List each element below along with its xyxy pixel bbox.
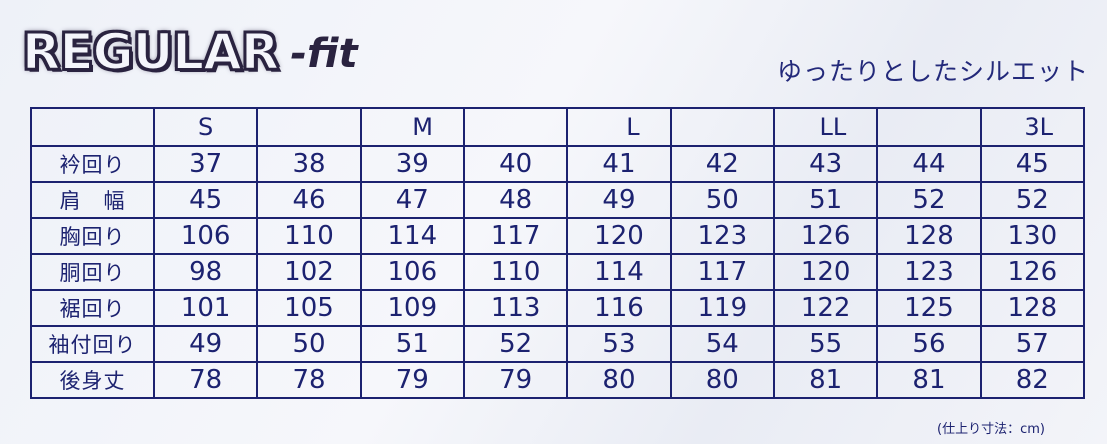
size-header: LL <box>772 107 879 147</box>
table-row: 胴回り 98 102 106 110 114 117 120 123 126 <box>30 253 1086 291</box>
measurement-cell: 48 <box>462 181 569 219</box>
measurement-cell: 130 <box>979 217 1086 255</box>
measurement-cell: 81 <box>772 361 879 399</box>
measurement-cell: 119 <box>669 289 775 327</box>
row-label: 袖付回り <box>30 325 155 363</box>
measurement-cell: 37 <box>152 145 259 183</box>
measurement-cell: 50 <box>669 181 775 219</box>
measurement-cell: 106 <box>359 253 465 291</box>
size-header: 3L <box>979 107 1086 147</box>
table-row: 肩 幅 45 46 47 48 49 50 51 52 52 <box>30 181 1086 219</box>
subtitle: ゆったりとしたシルエット <box>776 57 1089 86</box>
regular-fit-logo: REGULAR -fit <box>21 22 358 82</box>
measurement-cell: 114 <box>566 253 672 291</box>
table-row: 袖付回り 49 50 51 52 53 54 55 56 57 <box>30 325 1086 363</box>
measurement-cell: 80 <box>566 361 672 399</box>
measurement-cell: 109 <box>359 289 465 327</box>
measurement-cell: 51 <box>772 181 879 219</box>
measurement-cell: 46 <box>256 181 362 219</box>
measurement-cell: 123 <box>669 217 775 255</box>
measurement-cell: 79 <box>462 361 569 399</box>
table-row: 裾回り 101 105 109 113 116 119 122 125 128 <box>30 289 1086 327</box>
measurement-cell: 116 <box>566 289 672 327</box>
measurement-cell: 41 <box>566 145 672 183</box>
measurement-cell: 128 <box>876 217 982 255</box>
measurement-cell: 49 <box>566 181 672 219</box>
logo-sub: -fit <box>290 31 358 77</box>
measurement-cell: 81 <box>876 361 982 399</box>
measurement-cell: 122 <box>772 289 879 327</box>
table-row: 衿回り 37 38 39 40 41 42 43 44 45 <box>30 145 1086 183</box>
row-label: 胴回り <box>30 253 155 291</box>
measurement-cell: 126 <box>772 217 879 255</box>
measurement-cell: 43 <box>772 145 879 183</box>
header-row: S M L LL 3L <box>30 107 1086 147</box>
measurement-cell: 120 <box>772 253 879 291</box>
measurement-cell: 51 <box>359 325 465 363</box>
measurement-cell: 45 <box>152 181 259 219</box>
measurement-cell: 110 <box>462 253 569 291</box>
size-header: M <box>359 107 465 147</box>
size-header <box>669 107 775 147</box>
measurement-cell: 54 <box>669 325 775 363</box>
size-header: L <box>566 107 672 147</box>
row-label: 肩 幅 <box>30 181 155 219</box>
measurement-cell: 126 <box>979 253 1086 291</box>
measurement-cell: 39 <box>359 145 465 183</box>
measurement-cell: 123 <box>876 253 982 291</box>
measurement-cell: 45 <box>979 145 1086 183</box>
measurement-cell: 117 <box>669 253 775 291</box>
measurement-cell: 125 <box>876 289 982 327</box>
measurement-cell: 44 <box>876 145 982 183</box>
measurement-cell: 128 <box>979 289 1086 327</box>
size-header <box>462 107 569 147</box>
measurement-cell: 98 <box>152 253 259 291</box>
row-label: 胸回り <box>30 217 155 255</box>
measurement-cell: 101 <box>152 289 259 327</box>
row-label: 衿回り <box>30 145 155 183</box>
measurement-cell: 53 <box>566 325 672 363</box>
measurement-cell: 47 <box>359 181 465 219</box>
measurement-cell: 120 <box>566 217 672 255</box>
measurement-cell: 49 <box>152 325 259 363</box>
measurement-cell: 52 <box>979 181 1086 219</box>
measurement-cell: 117 <box>462 217 569 255</box>
measurement-cell: 40 <box>462 145 569 183</box>
measurement-cell: 110 <box>256 217 362 255</box>
measurement-cell: 52 <box>462 325 569 363</box>
measurement-cell: 82 <box>979 361 1086 399</box>
measurement-cell: 106 <box>152 217 259 255</box>
size-table: S M L LL 3L 衿回り 37 38 39 40 41 42 43 44 45 肩 幅 45 46 47 48 4… <box>30 107 1086 399</box>
unit-note: (仕上り寸法：cm) <box>937 422 1045 437</box>
measurement-cell: 79 <box>359 361 465 399</box>
logo-main: REGULAR <box>21 22 280 82</box>
row-label: 後身丈 <box>30 361 155 399</box>
table-row: 胸回り 106 110 114 117 120 123 126 128 130 <box>30 217 1086 255</box>
measurement-cell: 114 <box>359 217 465 255</box>
measurement-cell: 78 <box>256 361 362 399</box>
row-label: 裾回り <box>30 289 155 327</box>
measurement-cell: 78 <box>152 361 259 399</box>
measurement-cell: 56 <box>876 325 982 363</box>
measurement-cell: 38 <box>256 145 362 183</box>
measurement-cell: 50 <box>256 325 362 363</box>
measurement-cell: 102 <box>256 253 362 291</box>
measurement-cell: 105 <box>256 289 362 327</box>
measurement-cell: 113 <box>462 289 569 327</box>
measurement-cell: 52 <box>876 181 982 219</box>
measurement-cell: 80 <box>669 361 775 399</box>
measurement-cell: 57 <box>979 325 1086 363</box>
size-header: S <box>152 107 259 147</box>
measurement-cell: 42 <box>669 145 775 183</box>
size-header <box>876 107 982 147</box>
measurement-cell: 55 <box>772 325 879 363</box>
table-row: 後身丈 78 78 79 79 80 80 81 81 82 <box>30 361 1086 399</box>
size-header <box>256 107 362 147</box>
header-corner <box>30 107 155 147</box>
